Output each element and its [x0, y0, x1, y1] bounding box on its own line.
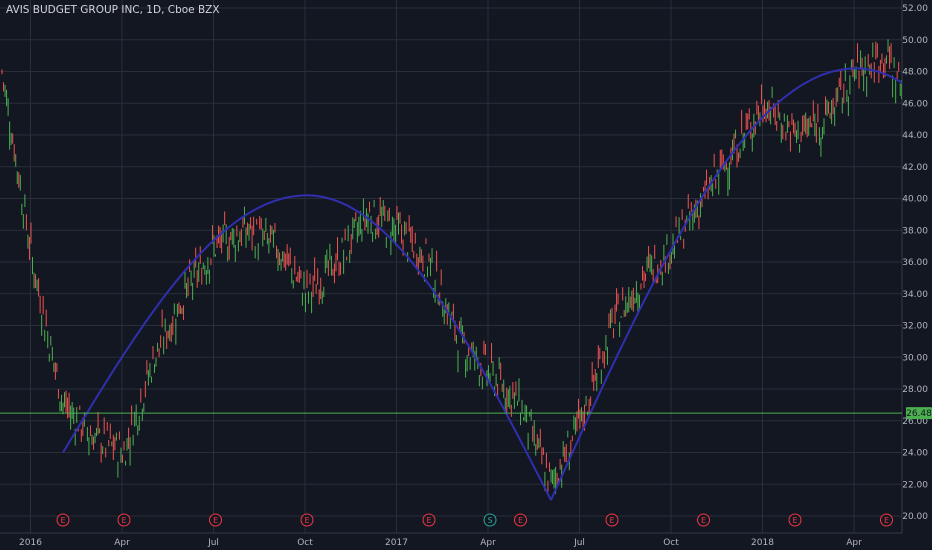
arc-overlay-line — [62, 194, 552, 501]
x-tick-label: 2016 — [19, 538, 42, 548]
event-label: E — [609, 516, 614, 525]
y-tick-label: 30.00 — [902, 353, 928, 363]
earnings-event-marker[interactable]: E — [300, 513, 314, 527]
event-label: E — [701, 516, 706, 525]
earnings-event-marker[interactable]: E — [117, 513, 131, 527]
event-circle — [788, 513, 802, 527]
x-tick-label: Jul — [573, 538, 585, 548]
earnings-event-marker[interactable]: E — [422, 513, 436, 527]
event-label: S — [487, 516, 492, 525]
event-circle — [56, 513, 70, 527]
x-tick-label: 2017 — [385, 538, 408, 548]
chart-title: AVIS BUDGET GROUP INC, 1D, Cboe BZX — [6, 4, 220, 16]
y-tick-label: 36.00 — [902, 258, 928, 268]
event-circle — [117, 513, 131, 527]
event-label: E — [426, 516, 431, 525]
earnings-event-marker[interactable]: E — [56, 513, 70, 527]
event-circle — [605, 513, 619, 527]
event-label: E — [213, 516, 218, 525]
earnings-event-marker[interactable]: E — [788, 513, 802, 527]
last-price-tag — [906, 407, 932, 420]
event-circle — [880, 513, 893, 527]
arc-overlay-line — [550, 67, 902, 501]
split-event-marker[interactable]: S — [483, 513, 497, 527]
y-tick-label: 46.00 — [902, 99, 928, 109]
y-tick-label: 22.00 — [902, 480, 928, 490]
grid — [0, 0, 902, 533]
earnings-event-marker[interactable]: E — [697, 513, 710, 527]
y-tick-label: 52.00 — [902, 4, 928, 14]
x-tick-label: Apr — [846, 538, 862, 548]
earnings-event-marker[interactable]: E — [605, 513, 619, 527]
event-label: E — [884, 516, 889, 525]
event-circle — [514, 513, 527, 527]
price-bars — [1, 39, 902, 494]
y-tick-label: 50.00 — [902, 36, 928, 46]
x-tick-label: Oct — [297, 538, 313, 548]
event-circle — [422, 513, 436, 527]
y-tick-label: 48.00 — [902, 68, 928, 78]
x-tick-label: Oct — [663, 538, 679, 548]
event-label: E — [121, 516, 126, 525]
x-tick-label: 2018 — [751, 538, 774, 548]
y-tick-label: 20.00 — [902, 512, 928, 522]
y-tick-label: 26.00 — [902, 417, 928, 427]
y-tick-label: 44.00 — [902, 131, 928, 141]
event-circle — [483, 513, 497, 527]
y-tick-label: 32.00 — [902, 322, 928, 332]
x-tick-label: Jul — [207, 538, 219, 548]
earnings-event-marker[interactable]: E — [514, 513, 527, 527]
y-tick-label: 34.00 — [902, 290, 928, 300]
last-price-label: 26.48 — [906, 409, 932, 419]
event-label: E — [304, 516, 309, 525]
event-label: E — [518, 516, 523, 525]
y-tick-label: 42.00 — [902, 163, 928, 173]
y-tick-label: 28.00 — [902, 385, 928, 395]
event-circle — [209, 513, 222, 527]
y-tick-label: 24.00 — [902, 449, 928, 459]
event-label: E — [792, 516, 797, 525]
earnings-event-marker[interactable]: E — [209, 513, 222, 527]
x-tick-label: Apr — [480, 538, 496, 548]
event-circle — [697, 513, 710, 527]
earnings-event-marker[interactable]: E — [880, 513, 893, 527]
event-label: E — [60, 516, 65, 525]
x-tick-label: Apr — [114, 538, 130, 548]
y-tick-label: 38.00 — [902, 226, 928, 236]
y-tick-label: 40.00 — [902, 195, 928, 205]
event-circle — [300, 513, 314, 527]
